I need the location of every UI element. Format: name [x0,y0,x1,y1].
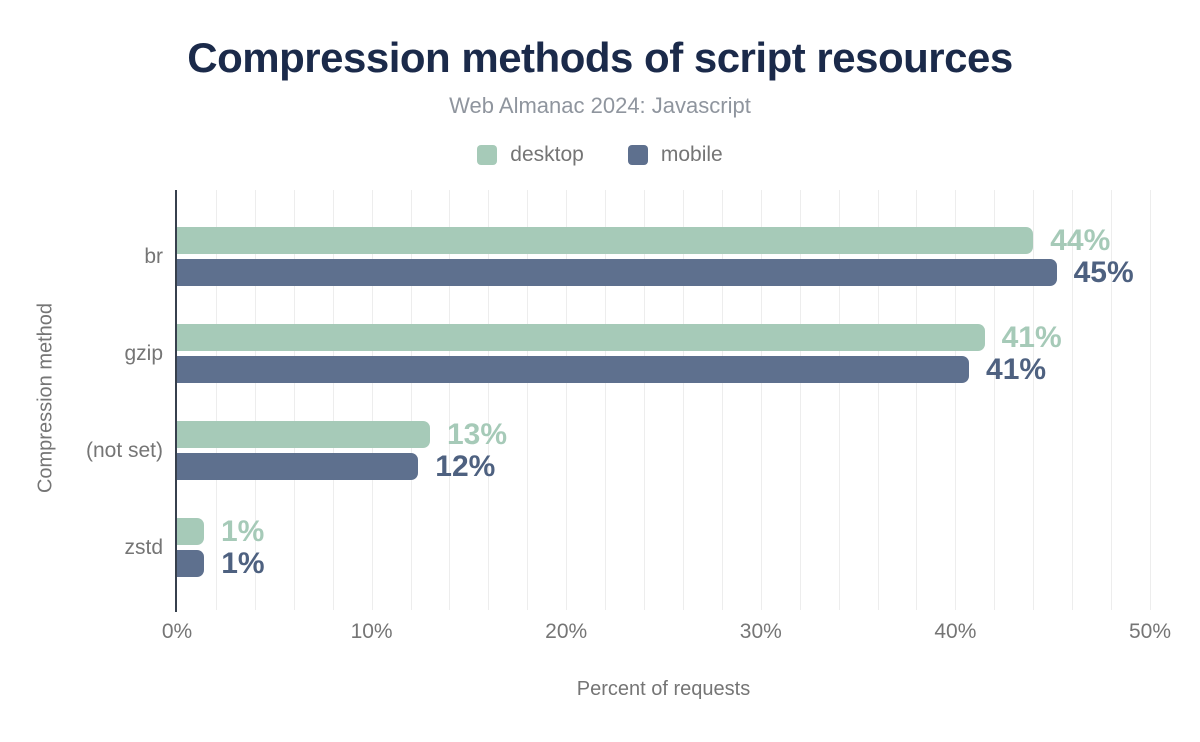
gridline [916,190,918,610]
desktop-value-label: 1% [221,514,265,548]
legend-item-mobile: mobile [627,143,723,167]
gridline [721,190,723,610]
desktop-value-label: 44% [1050,223,1111,257]
gridline [838,190,840,610]
desktop-legend-swatch [477,145,498,165]
gridline [877,190,879,610]
gridline [488,190,490,610]
desktop-bar [177,227,1034,254]
mobile-bar [177,259,1057,286]
desktop-bar-line: 13% [177,417,1150,451]
gridline [644,190,646,610]
x-tick-label: 10% [350,620,393,643]
gridline [760,190,762,610]
gridline [1033,190,1035,610]
gridlines [177,190,1151,610]
gridline [449,190,451,610]
y-axis-line [175,190,177,612]
desktop-bar [177,518,204,545]
gridline [994,190,996,610]
legend-item-desktop: desktop [477,143,584,167]
gridline [605,190,607,610]
mobile-bar-line: 41% [177,352,1150,386]
gridline [371,190,373,610]
category-label: gzip [124,341,163,365]
legend: desktop mobile [0,143,1200,167]
desktop-bar [177,421,430,448]
category-row: br 44% 45% [144,208,1150,305]
chart-title: Compression methods of script resources [187,34,1013,81]
mobile-bar-line: 1% [177,546,1150,580]
x-tick-label: 40% [934,620,977,643]
desktop-bar [177,324,985,351]
gridline [527,190,529,610]
mobile-value-label: 41% [986,352,1047,386]
x-tick-label: 30% [739,620,782,643]
mobile-bar [177,550,205,577]
category-label: (not set) [85,438,163,462]
x-tick-label: 20% [545,620,588,643]
mobile-bar-line: 45% [177,255,1150,289]
mobile-legend-label: mobile [660,143,723,166]
gridline [254,190,256,610]
mobile-legend-swatch [627,145,648,165]
gridline [215,190,217,610]
category-row: gzip 41% 41% [124,305,1150,402]
gridline [332,190,334,610]
gridline [1150,190,1151,610]
mobile-value-label: 12% [435,449,496,483]
gridline [799,190,801,610]
y-axis-title: Compression method [34,302,57,494]
desktop-legend-label: desktop [510,143,584,166]
desktop-bar-line: 44% [177,223,1150,257]
gridline [1072,190,1074,610]
gridline [1111,190,1113,610]
gridline [566,190,568,610]
gridline [682,190,684,610]
mobile-bar [177,453,419,480]
mobile-bar-line: 12% [177,449,1150,483]
category-row: (not set) 13% 12% [86,402,1150,499]
desktop-value-label: 41% [1001,320,1062,354]
category-label: br [144,244,163,268]
x-axis-title: Percent of requests [576,678,751,700]
mobile-value-label: 45% [1073,255,1134,289]
mobile-value-label: 1% [221,546,265,580]
desktop-value-label: 13% [446,417,508,451]
x-tick-label: 0% [161,620,193,643]
desktop-bar-line: 1% [177,514,1150,548]
x-axis-ticks: 0% 10% 20% 30% 40% 50% [162,620,1171,648]
desktop-bar-line: 41% [177,320,1150,354]
chart-subtitle: Web Almanac 2024: Javascript [449,93,751,118]
x-tick-label: 50% [1128,620,1172,643]
gridline [955,190,957,610]
category-label: zstd [124,535,163,559]
bar-rows: br 44% 45% gzip 41% 41% (not set) 13% 12% zstd 1% 1… [86,190,1150,596]
gridline [410,190,412,610]
gridline [293,190,295,610]
category-row: zstd 1% 1% [124,499,1150,596]
mobile-bar [177,356,970,383]
plot-area: br 44% 45% gzip 41% 41% (not set) 13% 12% zstd 1% 1… [86,190,1151,612]
